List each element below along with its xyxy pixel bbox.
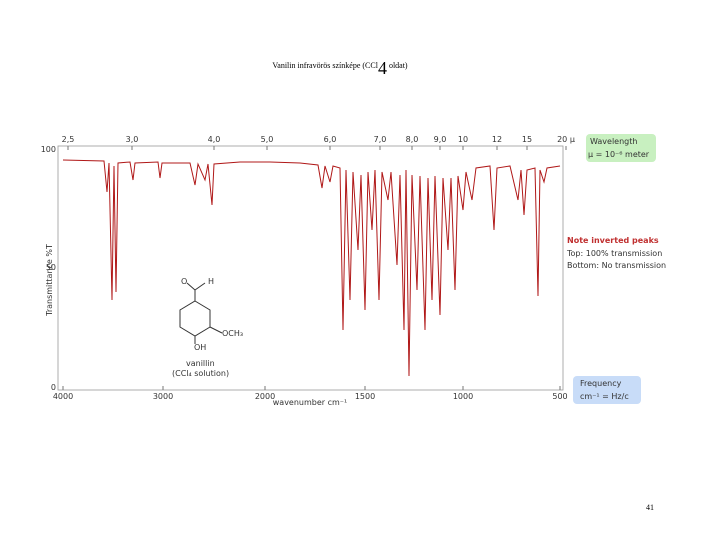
wavelength-tick-label: 3,0 [126, 135, 139, 144]
frequency-tick-label: 1000 [453, 392, 473, 401]
frequency-tick-label: 500 [552, 392, 567, 401]
frequency-tick-label: 1500 [355, 392, 375, 401]
plot-frame [57, 145, 564, 391]
wavelength-tick-label: 12 [492, 135, 502, 144]
title-rest: oldat) [387, 61, 408, 70]
x-axis-label: wavenumber cm⁻¹ [273, 398, 348, 407]
frequency-tick-label: 3000 [153, 392, 173, 401]
wavelength-tick-label: 8,0 [406, 135, 419, 144]
frequency-title: Frequency [580, 379, 622, 388]
wavelength-tick-label: 9,0 [434, 135, 447, 144]
wavelength-tick-label: 6,0 [324, 135, 337, 144]
frequency-tick-label: 2000 [255, 392, 275, 401]
title-sub: 4 [378, 58, 387, 78]
wavelength-tick-label: 5,0 [261, 135, 274, 144]
wavelength-tick-label: 15 [522, 135, 532, 144]
wavelength-tick-label: 7,0 [374, 135, 387, 144]
page-number: 41 [646, 503, 654, 512]
frequency-text: cm⁻¹ = Hz/c [580, 392, 629, 401]
wavelength-title: Wavelength [590, 137, 637, 146]
group-och3: OCH₃ [222, 329, 243, 338]
y-axis-label: Transmittance %T [45, 244, 54, 317]
slide-title: Vanilin infravörös színképe (CCl4 oldat) [272, 58, 408, 78]
frequency-box [573, 376, 641, 404]
molecule-name: vanillin [186, 359, 215, 368]
molecule-solvent: (CCl₄ solution) [172, 369, 229, 378]
wavelength-tick-label: 2,5 [62, 135, 75, 144]
title-main: Vanilin infravörös színképe (CCl [272, 61, 378, 70]
note-title: Note inverted peaks [567, 236, 659, 245]
wavelength-tick-label: 4,0 [208, 135, 221, 144]
wavelength-box [586, 134, 656, 162]
wavelength-tick-label: 10 [458, 135, 468, 144]
molecule-structure [179, 282, 223, 344]
y-tick-label: 100 [41, 145, 56, 154]
note-top: Top: 100% transmission [566, 249, 662, 258]
atom-h: H [208, 277, 214, 286]
atom-o: O [181, 277, 187, 286]
frequency-tick-label: 4000 [53, 392, 73, 401]
y-tick-label: 0 [51, 383, 56, 392]
spectrum-line [62, 159, 561, 377]
wavelength-text: µ = 10⁻⁶ meter [588, 150, 650, 159]
note-bottom: Bottom: No transmission [567, 261, 666, 270]
wavelength-tick-label: 20 µ [557, 135, 575, 144]
y-tick-label: 50 [46, 263, 56, 272]
group-oh: OH [194, 343, 206, 352]
